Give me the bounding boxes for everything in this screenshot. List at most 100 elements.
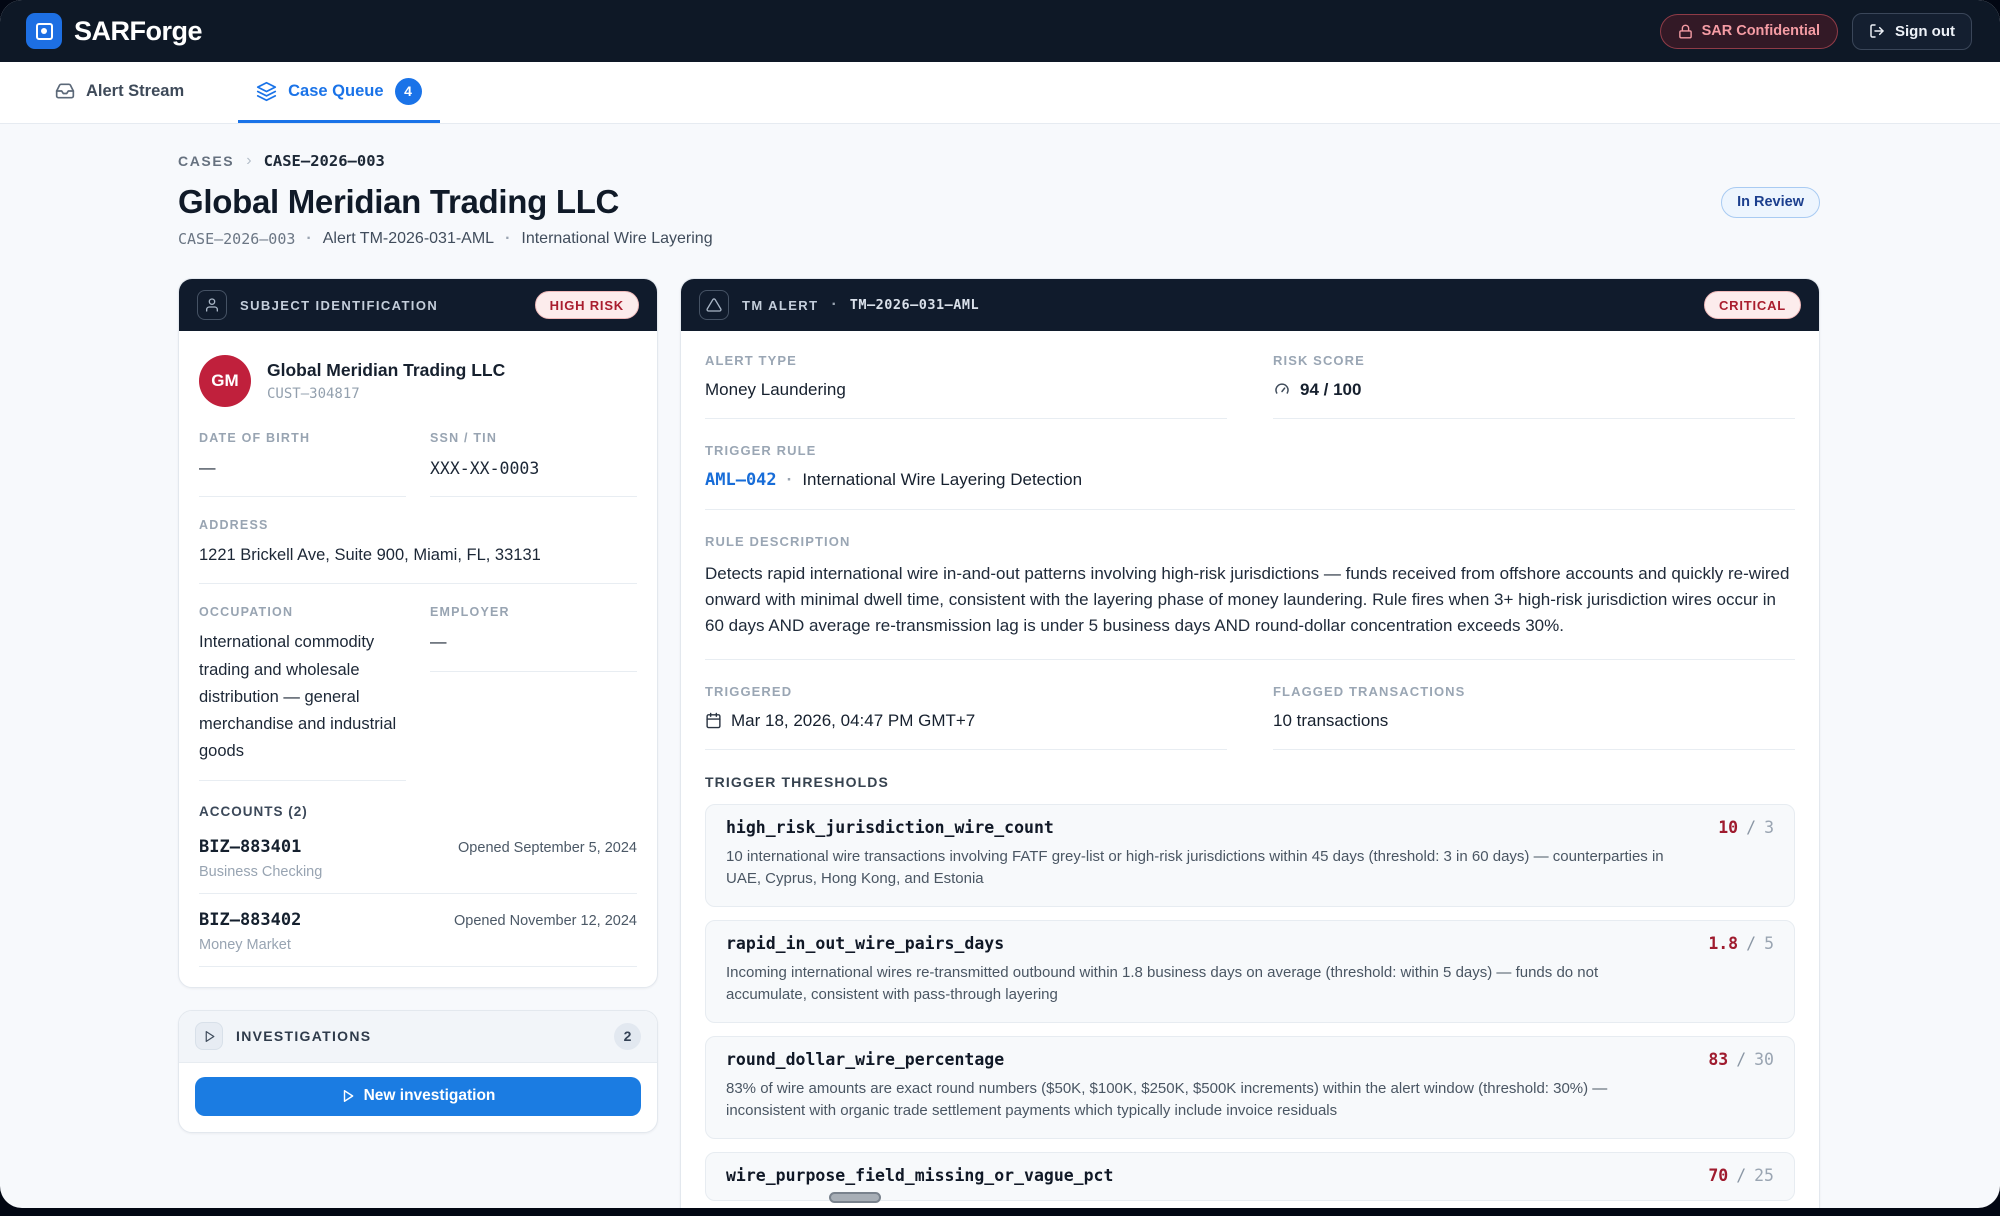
calendar-icon: [705, 712, 722, 729]
tab-alert-stream[interactable]: Alert Stream: [37, 62, 202, 123]
scrollbar-thumb[interactable]: [829, 1192, 881, 1203]
subject-identification-card: SUBJECT IDENTIFICATION HIGH RISK GM Glob…: [178, 278, 658, 988]
field-occupation: OCCUPATION International commodity tradi…: [199, 605, 406, 781]
field-label: SSN / TIN: [430, 431, 498, 445]
field-value: —: [430, 633, 447, 652]
investigations-count-badge: 2: [614, 1022, 641, 1050]
right-column: TM ALERT TM–2026–031–AML CRITICAL ALERT …: [680, 278, 1820, 1208]
field-ssn-tin: SSN / TIN XXX-XX-0003: [430, 431, 637, 498]
subject-identity: GM Global Meridian Trading LLC CUST–3048…: [199, 355, 637, 407]
app-logo-icon: [26, 13, 62, 49]
account-opened-date: Opened September 5, 2024: [458, 839, 637, 856]
slash-separator: [1736, 1050, 1746, 1069]
rule-description-field: RULE DESCRIPTION Detects rapid internati…: [705, 534, 1795, 660]
risk-score-field: RISK SCORE 94 / 100: [1273, 353, 1795, 419]
slash-separator: [1746, 818, 1756, 837]
play-icon: [341, 1089, 355, 1103]
top-navbar: SARForge SAR Confidential Sign out: [0, 0, 2000, 62]
page-content: CASES CASE–2026–003 Global Meridian Trad…: [0, 124, 2000, 1208]
subline-alert-ref: Alert TM-2026-031-AML: [322, 230, 495, 247]
threshold-description: 83% of wire amounts are exact round numb…: [726, 1079, 1608, 1120]
critical-badge: CRITICAL: [1703, 291, 1801, 319]
tab-alert-stream-label: Alert Stream: [86, 81, 185, 100]
threshold-actual: 10: [1718, 817, 1739, 837]
avatar: GM: [199, 355, 251, 407]
sign-out-label: Sign out: [1895, 22, 1955, 40]
field-label: TRIGGERED: [705, 683, 793, 699]
high-risk-badge: HIGH RISK: [534, 291, 639, 319]
new-investigation-button[interactable]: New investigation: [195, 1076, 641, 1116]
triggered-field: TRIGGERED Mar 18, 2026, 04:47 PM GMT+7: [705, 684, 1227, 750]
threshold-description: Incoming international wires re-transmit…: [726, 963, 1599, 1004]
subject-card-title: SUBJECT IDENTIFICATION: [240, 297, 439, 313]
dot-separator: [831, 296, 836, 314]
threshold-actual: 70: [1708, 1165, 1729, 1185]
person-icon: [197, 290, 227, 320]
field-employer: EMPLOYER —: [430, 605, 637, 672]
tab-bar: Alert Stream Case Queue 4: [0, 62, 2000, 124]
brand-name: SARForge: [74, 15, 203, 46]
breadcrumb: CASES CASE–2026–003: [178, 152, 1820, 170]
threshold-name: wire_purpose_field_missing_or_vague_pct: [726, 1165, 1114, 1185]
risk-score-value: 94 / 100: [1300, 380, 1362, 399]
threshold-description: 10 international wire transactions invol…: [726, 847, 1664, 888]
account-type: Business Checking: [199, 863, 323, 880]
gauge-icon: [1273, 381, 1291, 399]
layers-icon: [256, 81, 277, 102]
trigger-thresholds-heading: TRIGGER THRESHOLDS: [705, 773, 889, 790]
investigations-title: INVESTIGATIONS: [236, 1028, 372, 1045]
tm-alert-card: TM ALERT TM–2026–031–AML CRITICAL ALERT …: [680, 278, 1820, 1208]
case-subline: CASE–2026–003 Alert TM-2026-031-AML Inte…: [178, 230, 1820, 248]
page-title: Global Meridian Trading LLC: [178, 183, 620, 220]
accounts-heading: ACCOUNTS (2): [199, 803, 308, 819]
threshold-limit: 25: [1754, 1165, 1774, 1185]
threshold-limit: 5: [1764, 933, 1774, 953]
alert-card-header: TM ALERT TM–2026–031–AML CRITICAL: [681, 279, 1819, 331]
field-label: DATE OF BIRTH: [199, 431, 311, 445]
left-column: SUBJECT IDENTIFICATION HIGH RISK GM Glob…: [178, 278, 658, 1133]
field-value: International commodity trading and whol…: [199, 633, 397, 761]
brand: SARForge: [26, 13, 203, 49]
title-row: Global Meridian Trading LLC In Review: [178, 183, 1820, 221]
sign-out-button[interactable]: Sign out: [1852, 12, 1972, 50]
threshold-actual: 83: [1708, 1049, 1729, 1069]
rule-description-text: Detects rapid international wire in-and-…: [705, 564, 1790, 636]
chevron-right-icon: [246, 152, 251, 170]
subline-case-id: CASE–2026–003: [178, 230, 296, 248]
confidential-badge: SAR Confidential: [1659, 13, 1838, 49]
account-number: BIZ–883401: [199, 836, 302, 857]
flagged-transactions-value: 10 transactions: [1273, 710, 1389, 730]
threshold-item: round_dollar_wire_percentage 83 30 83% o…: [705, 1035, 1795, 1139]
rule-code-link[interactable]: AML–042: [705, 470, 777, 490]
new-investigation-label: New investigation: [363, 1087, 496, 1105]
account-opened-date: Opened November 12, 2024: [454, 912, 637, 929]
breadcrumb-cases-link[interactable]: CASES: [178, 153, 235, 169]
status-badge: In Review: [1721, 186, 1820, 218]
case-queue-count-badge: 4: [394, 77, 422, 105]
flagged-transactions-field: FLAGGED TRANSACTIONS 10 transactions: [1273, 684, 1795, 750]
navbar-right: SAR Confidential Sign out: [1659, 12, 1972, 50]
account-number: BIZ–883402: [199, 909, 302, 930]
threshold-limit: 3: [1764, 817, 1774, 837]
field-label: TRIGGER RULE: [705, 443, 817, 458]
field-date-of-birth: DATE OF BIRTH —: [199, 431, 406, 498]
threshold-item: rapid_in_out_wire_pairs_days 1.8 5 Incom…: [705, 919, 1795, 1023]
field-label: ALERT TYPE: [705, 353, 797, 368]
threshold-limit: 30: [1754, 1049, 1774, 1069]
investigations-header: INVESTIGATIONS 2: [179, 1010, 657, 1063]
subline-alert-name: International Wire Layering: [521, 230, 713, 247]
dot-separator: [787, 470, 793, 490]
subject-name: Global Meridian Trading LLC: [267, 360, 506, 380]
field-label: ADDRESS: [199, 518, 269, 533]
lock-icon: [1678, 24, 1693, 39]
field-label: RISK SCORE: [1273, 353, 1365, 368]
tab-case-queue[interactable]: Case Queue 4: [238, 62, 440, 123]
alert-id: TM–2026–031–AML: [849, 297, 980, 313]
threshold-actual: 1.8: [1708, 933, 1739, 953]
slash-separator: [1746, 934, 1756, 953]
play-icon: [195, 1022, 223, 1051]
trigger-rule-field: TRIGGER RULE AML–042 International Wire …: [705, 443, 1795, 510]
threshold-item: wire_purpose_field_missing_or_vague_pct …: [705, 1151, 1795, 1201]
triggered-value: Mar 18, 2026, 04:47 PM GMT+7: [731, 710, 976, 730]
